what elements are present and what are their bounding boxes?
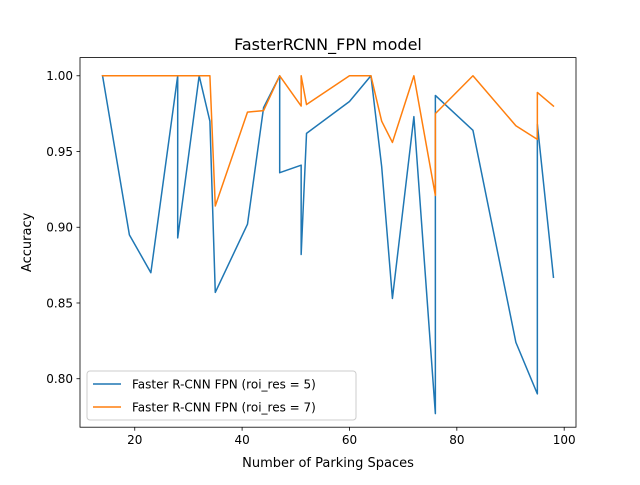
legend-entries: Faster R-CNN FPN (roi_res = 5) Faster R-C… bbox=[93, 378, 316, 415]
legend-box bbox=[86, 370, 357, 421]
x-axis-label: Number of Parking Spaces bbox=[242, 456, 414, 471]
plot-area bbox=[80, 57, 576, 428]
y-tick-label: 0.95 bbox=[46, 145, 73, 159]
series-line-1 bbox=[101, 74, 555, 415]
x-tick-label: 20 bbox=[127, 433, 142, 447]
legend: Faster R-CNN FPN (roi_res = 5) Faster R-C… bbox=[86, 370, 357, 421]
plot-frame bbox=[79, 57, 577, 428]
chart-title: FasterRCNN_FPN model bbox=[234, 35, 422, 55]
series-layer bbox=[101, 74, 555, 415]
y-tick-label: 0.90 bbox=[46, 221, 73, 235]
y-axis-ticks: 0.80 0.85 0.90 0.95 1.00 bbox=[46, 69, 80, 386]
y-tick-label: 0.80 bbox=[46, 372, 73, 386]
x-tick-label: 60 bbox=[342, 433, 357, 447]
legend-label-1: Faster R-CNN FPN (roi_res = 5) bbox=[132, 378, 316, 392]
y-axis-label: Accuracy bbox=[20, 212, 35, 272]
axes-layer bbox=[79, 57, 577, 428]
y-tick-label: 0.85 bbox=[46, 296, 73, 310]
x-tick-label: 80 bbox=[449, 433, 464, 447]
x-axis-ticks: 20 40 60 80 100 bbox=[127, 427, 576, 447]
x-tick-label: 40 bbox=[234, 433, 249, 447]
legend-label-2: Faster R-CNN FPN (roi_res = 7) bbox=[132, 401, 316, 415]
series-line-2 bbox=[101, 75, 555, 207]
x-tick-label: 100 bbox=[553, 433, 576, 447]
y-tick-label: 1.00 bbox=[46, 69, 73, 83]
